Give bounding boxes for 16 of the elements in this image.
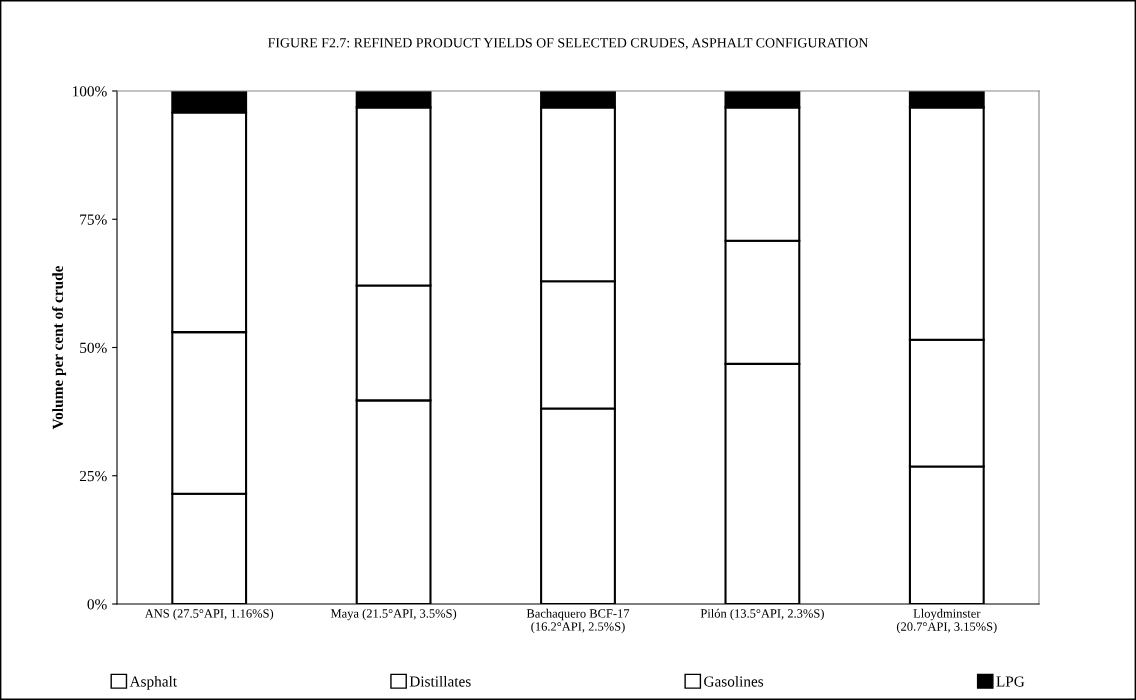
y-tick-label: 75% <box>80 214 107 225</box>
y-tick-label: 25% <box>79 470 107 482</box>
legend-label: Distillates <box>409 675 471 687</box>
y-axis-title: Volume per cent of crude <box>52 265 67 430</box>
x-tick-label: ANS (27.5°API, 1.16%S) <box>144 608 274 621</box>
chart-title: FIGURE F2.7: REFINED PRODUCT YIELDS OF SELECTED CRUDES, ASPHALT CONFIGURATION <box>268 38 869 50</box>
legend-label: Asphalt <box>129 675 177 690</box>
y-tick-label: 0% <box>87 599 107 610</box>
y-tick-label: 100% <box>72 86 107 97</box>
y-tick-label: 50% <box>80 342 107 353</box>
legend-label: LPG <box>996 676 1025 687</box>
x-tick-label: Bachaquero BCF-17 (16.2°API, 2.5%S) <box>526 608 630 634</box>
x-tick-label: Lloydminster (20.7°API, 3.15%S) <box>896 608 997 634</box>
x-tick-label: Pilón (13.5°API, 2.3%S) <box>700 608 824 621</box>
x-tick-label: Maya (21.5°API, 3.5%S) <box>330 608 457 621</box>
legend-label: Gasolines <box>704 675 764 687</box>
